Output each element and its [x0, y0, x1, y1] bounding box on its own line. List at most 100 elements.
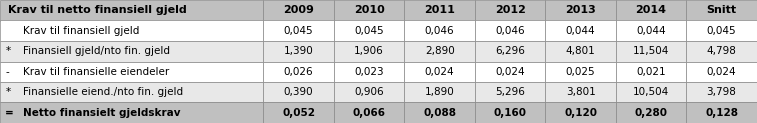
Bar — [615, 82, 687, 102]
Bar — [334, 62, 404, 82]
Bar — [263, 41, 334, 62]
Bar — [475, 21, 545, 41]
Bar — [475, 102, 545, 123]
Text: 0,021: 0,021 — [636, 67, 666, 77]
Text: Krav til finansielle eiendeler: Krav til finansielle eiendeler — [23, 67, 169, 77]
Bar — [334, 82, 404, 102]
Text: 0,390: 0,390 — [284, 87, 313, 97]
Bar — [404, 82, 475, 102]
Bar — [687, 82, 757, 102]
Text: Netto finansielt gjeldskrav: Netto finansielt gjeldskrav — [23, 108, 180, 118]
Bar — [545, 62, 615, 82]
Bar — [475, 82, 545, 102]
Text: 2013: 2013 — [565, 5, 596, 15]
Text: Krav til finansiell gjeld: Krav til finansiell gjeld — [23, 26, 139, 36]
Bar — [545, 82, 615, 102]
Text: 1,906: 1,906 — [354, 46, 384, 56]
Bar — [334, 21, 404, 41]
Bar — [615, 21, 687, 41]
Bar — [263, 0, 334, 21]
Text: 1,390: 1,390 — [284, 46, 313, 56]
Bar — [615, 62, 687, 82]
Text: 1,890: 1,890 — [425, 87, 454, 97]
Bar — [545, 102, 615, 123]
Text: 3,801: 3,801 — [565, 87, 596, 97]
Text: 11,504: 11,504 — [633, 46, 669, 56]
Text: =: = — [5, 108, 14, 118]
Bar — [334, 102, 404, 123]
Bar — [0, 21, 263, 41]
Bar — [615, 0, 687, 21]
Bar — [404, 102, 475, 123]
Bar — [263, 62, 334, 82]
Text: 5,296: 5,296 — [495, 87, 525, 97]
Bar — [545, 41, 615, 62]
Bar — [263, 82, 334, 102]
Text: 0,046: 0,046 — [495, 26, 525, 36]
Text: 6,296: 6,296 — [495, 46, 525, 56]
Text: 0,024: 0,024 — [707, 67, 737, 77]
Bar — [0, 41, 263, 62]
Text: Snitt: Snitt — [706, 5, 737, 15]
Text: Finansielle eiend./nto fin. gjeld: Finansielle eiend./nto fin. gjeld — [23, 87, 183, 97]
Text: 0,023: 0,023 — [354, 67, 384, 77]
Text: *: * — [5, 46, 11, 56]
Text: Finansiell gjeld/nto fin. gjeld: Finansiell gjeld/nto fin. gjeld — [23, 46, 170, 56]
Bar — [404, 0, 475, 21]
Bar — [0, 62, 263, 82]
Text: 0,045: 0,045 — [707, 26, 737, 36]
Bar — [475, 0, 545, 21]
Bar — [334, 0, 404, 21]
Bar — [475, 62, 545, 82]
Text: 0,052: 0,052 — [282, 108, 315, 118]
Text: 0,120: 0,120 — [564, 108, 597, 118]
Text: *: * — [5, 87, 11, 97]
Text: Krav til netto finansiell gjeld: Krav til netto finansiell gjeld — [8, 5, 186, 15]
Text: 0,046: 0,046 — [425, 26, 454, 36]
Text: 0,025: 0,025 — [565, 67, 596, 77]
Bar — [0, 102, 263, 123]
Bar — [545, 21, 615, 41]
Text: 2011: 2011 — [424, 5, 455, 15]
Text: 0,906: 0,906 — [354, 87, 384, 97]
Bar — [545, 0, 615, 21]
Bar — [687, 62, 757, 82]
Text: 0,045: 0,045 — [284, 26, 313, 36]
Text: 0,024: 0,024 — [425, 67, 454, 77]
Bar — [687, 0, 757, 21]
Text: 0,045: 0,045 — [354, 26, 384, 36]
Bar — [404, 41, 475, 62]
Bar — [687, 102, 757, 123]
Bar — [334, 41, 404, 62]
Text: 2010: 2010 — [354, 5, 385, 15]
Text: 4,798: 4,798 — [706, 46, 737, 56]
Bar — [404, 62, 475, 82]
Text: 4,801: 4,801 — [565, 46, 596, 56]
Text: 0,128: 0,128 — [705, 108, 738, 118]
Bar — [687, 21, 757, 41]
Bar — [0, 0, 263, 21]
Bar — [263, 21, 334, 41]
Bar — [0, 82, 263, 102]
Bar — [263, 102, 334, 123]
Text: 0,088: 0,088 — [423, 108, 456, 118]
Text: -: - — [5, 67, 9, 77]
Text: 0,044: 0,044 — [565, 26, 596, 36]
Text: 0,066: 0,066 — [353, 108, 385, 118]
Bar — [615, 102, 687, 123]
Text: 2012: 2012 — [494, 5, 525, 15]
Text: 10,504: 10,504 — [633, 87, 669, 97]
Bar — [615, 41, 687, 62]
Bar — [687, 41, 757, 62]
Bar — [475, 41, 545, 62]
Text: 2009: 2009 — [283, 5, 314, 15]
Text: 0,024: 0,024 — [495, 67, 525, 77]
Text: 2014: 2014 — [636, 5, 667, 15]
Bar — [404, 21, 475, 41]
Text: 0,044: 0,044 — [636, 26, 666, 36]
Text: 0,026: 0,026 — [284, 67, 313, 77]
Text: 2,890: 2,890 — [425, 46, 454, 56]
Text: 0,160: 0,160 — [494, 108, 527, 118]
Text: 3,798: 3,798 — [706, 87, 737, 97]
Text: 0,280: 0,280 — [634, 108, 668, 118]
